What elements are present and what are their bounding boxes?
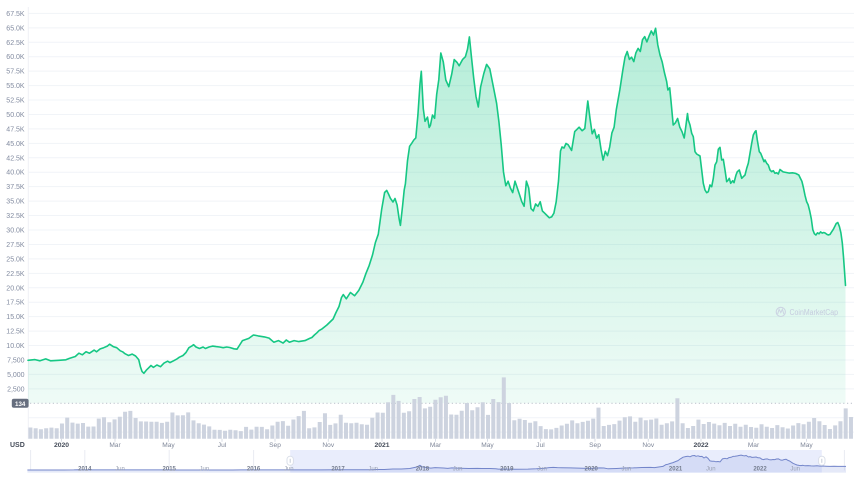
- svg-text:57.5K: 57.5K: [6, 69, 25, 76]
- svg-text:47.5K: 47.5K: [6, 126, 25, 133]
- svg-text:Jun: Jun: [115, 466, 125, 472]
- svg-text:May: May: [162, 442, 175, 449]
- svg-text:Jun: Jun: [284, 466, 294, 472]
- svg-text:Sep: Sep: [589, 442, 601, 449]
- svg-text:32.5K: 32.5K: [6, 213, 25, 220]
- svg-text:Jun: Jun: [453, 466, 463, 472]
- svg-text:May: May: [800, 442, 813, 449]
- svg-text:42.5K: 42.5K: [6, 155, 25, 162]
- svg-text:52.5K: 52.5K: [6, 98, 25, 105]
- svg-text:Sep: Sep: [269, 442, 281, 449]
- svg-text:10.0K: 10.0K: [6, 343, 25, 350]
- svg-text:15.0K: 15.0K: [6, 314, 25, 321]
- svg-text:17.5K: 17.5K: [6, 300, 25, 307]
- svg-text:2,500: 2,500: [7, 386, 25, 393]
- svg-text:2015: 2015: [163, 466, 177, 472]
- svg-text:27.5K: 27.5K: [6, 242, 25, 249]
- svg-text:2020: 2020: [585, 466, 599, 472]
- svg-text:2016: 2016: [247, 466, 261, 472]
- svg-text:60.0K: 60.0K: [6, 54, 25, 61]
- svg-text:Jul: Jul: [536, 442, 545, 449]
- svg-text:35.0K: 35.0K: [6, 199, 25, 206]
- svg-text:12.5K: 12.5K: [6, 329, 25, 336]
- svg-text:7,500: 7,500: [7, 358, 25, 365]
- svg-text:62.5K: 62.5K: [6, 40, 25, 47]
- svg-text:65.0K: 65.0K: [6, 25, 25, 32]
- svg-text:2022: 2022: [753, 466, 767, 472]
- svg-text:Jul: Jul: [218, 442, 227, 449]
- svg-text:May: May: [481, 442, 494, 449]
- svg-text:2020: 2020: [54, 442, 69, 449]
- svg-text:55.0K: 55.0K: [6, 83, 25, 90]
- svg-text:Jun: Jun: [706, 466, 716, 472]
- svg-text:50.0K: 50.0K: [6, 112, 25, 119]
- svg-text:Jun: Jun: [622, 466, 632, 472]
- svg-text:Jun: Jun: [200, 466, 210, 472]
- svg-text:20.0K: 20.0K: [6, 285, 25, 292]
- svg-text:2017: 2017: [331, 466, 345, 472]
- svg-text:Nov: Nov: [642, 442, 654, 449]
- svg-text:37.5K: 37.5K: [6, 184, 25, 191]
- svg-text:40.0K: 40.0K: [6, 170, 25, 177]
- svg-text:Nov: Nov: [322, 442, 334, 449]
- svg-text:Mar: Mar: [430, 442, 442, 449]
- svg-text:2021: 2021: [669, 466, 683, 472]
- svg-text:2014: 2014: [78, 466, 92, 472]
- svg-text:Mar: Mar: [109, 442, 121, 449]
- svg-text:134: 134: [15, 401, 26, 408]
- svg-text:2022: 2022: [693, 442, 708, 449]
- svg-text:30.0K: 30.0K: [6, 228, 25, 235]
- svg-text:Mar: Mar: [748, 442, 760, 449]
- svg-text:CoinMarketCap: CoinMarketCap: [790, 308, 839, 317]
- svg-text:2018: 2018: [416, 466, 430, 472]
- svg-text:5,000: 5,000: [7, 372, 25, 379]
- svg-text:67.5K: 67.5K: [6, 11, 25, 18]
- svg-text:Jun: Jun: [790, 466, 800, 472]
- svg-text:22.5K: 22.5K: [6, 271, 25, 278]
- svg-text:Jun: Jun: [537, 466, 547, 472]
- svg-text:Jun: Jun: [368, 466, 378, 472]
- svg-text:2021: 2021: [374, 442, 389, 449]
- svg-text:45.0K: 45.0K: [6, 141, 25, 148]
- svg-text:USD: USD: [10, 442, 25, 449]
- svg-text:2019: 2019: [500, 466, 514, 472]
- svg-text:25.0K: 25.0K: [6, 256, 25, 263]
